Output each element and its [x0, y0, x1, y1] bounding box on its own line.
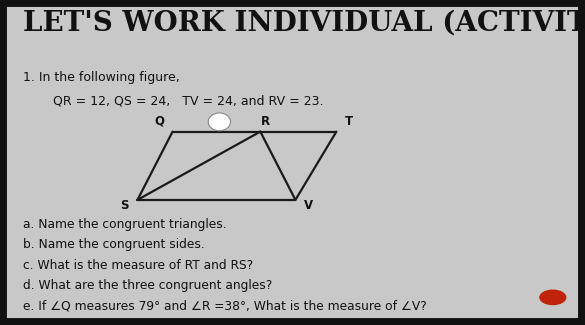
- Text: LET'S WORK INDIVIDUAL (ACTIVITY): LET'S WORK INDIVIDUAL (ACTIVITY): [23, 10, 585, 37]
- Text: 1. In the following figure,: 1. In the following figure,: [23, 72, 180, 84]
- Text: d. What are the three congruent angles?: d. What are the three congruent angles?: [23, 279, 273, 292]
- Ellipse shape: [208, 113, 230, 131]
- Text: Q: Q: [154, 115, 165, 128]
- Text: S: S: [121, 199, 129, 212]
- Text: QR = 12, QS = 24,   TV = 24, and RV = 23.: QR = 12, QS = 24, TV = 24, and RV = 23.: [53, 94, 323, 107]
- Circle shape: [540, 290, 566, 305]
- Text: a. Name the congruent triangles.: a. Name the congruent triangles.: [23, 218, 227, 231]
- Text: T: T: [345, 115, 353, 128]
- Text: c. What is the measure of RT and RS?: c. What is the measure of RT and RS?: [23, 259, 253, 272]
- Text: b. Name the congruent sides.: b. Name the congruent sides.: [23, 238, 205, 251]
- Text: R: R: [260, 115, 270, 128]
- Text: e. If ∠Q measures 79° and ∠R =38°, What is the measure of ∠V?: e. If ∠Q measures 79° and ∠R =38°, What …: [23, 300, 427, 313]
- Text: V: V: [304, 199, 313, 212]
